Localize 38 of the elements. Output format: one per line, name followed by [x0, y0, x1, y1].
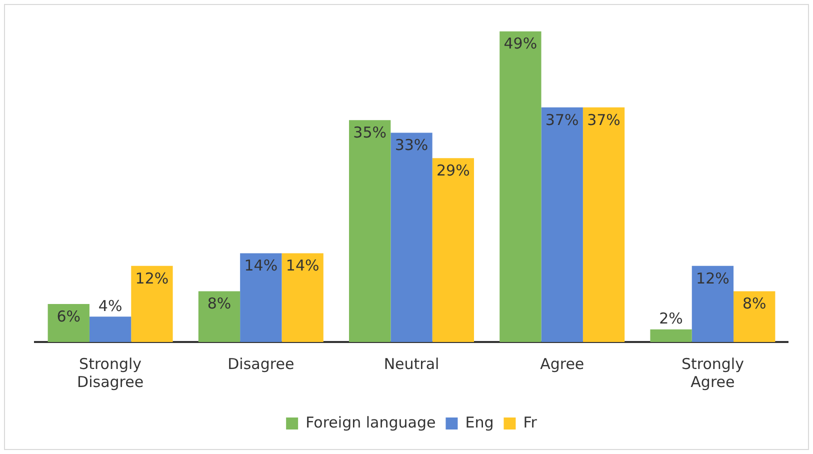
- data-label: 29%: [436, 162, 470, 180]
- bar: [734, 291, 776, 342]
- data-label: 14%: [286, 256, 320, 275]
- bar: [198, 291, 240, 342]
- data-label: 8%: [207, 294, 232, 313]
- data-label: 4%: [98, 297, 122, 316]
- data-label: 37%: [587, 110, 620, 129]
- x-tick-label: Agree: [540, 354, 584, 373]
- data-label: 35%: [353, 123, 387, 142]
- x-tick-label: Strongly Disagree: [77, 354, 144, 391]
- data-label: 49%: [504, 34, 538, 53]
- bar: [390, 132, 432, 342]
- bar: [650, 329, 692, 342]
- bar: [541, 107, 583, 342]
- x-tick-label: Strongly Agree: [681, 354, 744, 391]
- bar: [500, 31, 542, 342]
- legend-label: Eng: [465, 413, 494, 432]
- data-label: 33%: [394, 136, 428, 154]
- x-tick-label: Disagree: [228, 354, 294, 373]
- bar: [89, 316, 132, 342]
- bar: [432, 158, 474, 342]
- data-label: 14%: [244, 256, 278, 275]
- data-label: 37%: [545, 110, 579, 129]
- bar: [582, 107, 625, 342]
- data-label: 2%: [659, 310, 683, 328]
- data-label: 6%: [56, 307, 81, 326]
- bar: [131, 266, 173, 342]
- bar: [48, 304, 90, 342]
- bar: [240, 253, 282, 342]
- legend-label: Foreign language: [306, 413, 436, 432]
- bar: [349, 120, 391, 342]
- bar: [282, 253, 324, 342]
- data-label: 12%: [696, 269, 730, 288]
- bar: [692, 266, 734, 342]
- data-label: 8%: [742, 294, 766, 313]
- x-tick-label: Neutral: [384, 354, 440, 373]
- legend-label: Fr: [523, 413, 538, 432]
- data-label: 12%: [135, 269, 169, 288]
